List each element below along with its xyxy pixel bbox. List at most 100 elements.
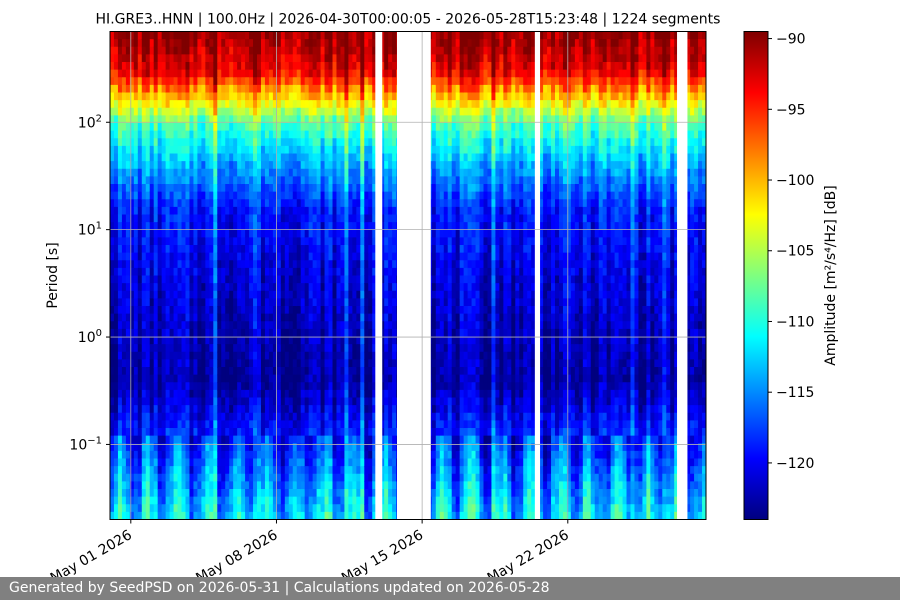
heatmap-cell — [209, 267, 214, 277]
heatmap-cell — [284, 100, 290, 109]
heatmap-cell — [241, 306, 246, 315]
heatmap-cell — [157, 504, 163, 513]
heatmap-cell — [185, 130, 191, 139]
heatmap-cell — [316, 229, 322, 238]
heatmap-cell — [372, 206, 377, 216]
heatmap-cell — [189, 367, 195, 376]
heatmap-cell — [217, 428, 222, 437]
heatmap-cell — [209, 359, 214, 368]
heatmap-cell — [221, 328, 226, 338]
heatmap-cell — [260, 321, 266, 330]
heatmap-cell — [253, 107, 258, 116]
heatmap-cell — [340, 267, 346, 277]
heatmap-cell — [165, 123, 171, 132]
heatmap-cell — [372, 496, 377, 505]
heatmap-cell — [292, 161, 298, 170]
heatmap-cell — [185, 443, 191, 452]
heatmap-cell — [169, 100, 175, 109]
heatmap-cell — [276, 443, 282, 452]
heatmap-cell — [296, 412, 302, 421]
heatmap-cell — [209, 336, 214, 345]
heatmap-cell — [225, 191, 230, 200]
heatmap-cell — [217, 31, 222, 40]
heatmap-cell — [304, 336, 310, 345]
heatmap-cell — [137, 435, 143, 444]
heatmap-cell — [185, 92, 191, 101]
heatmap-cell — [117, 306, 123, 315]
heatmap-cell — [260, 77, 266, 86]
heatmap-cell — [384, 84, 389, 94]
heatmap-cell — [288, 420, 294, 429]
heatmap-cell — [284, 267, 290, 277]
heatmap-cell — [237, 222, 242, 231]
heatmap-cell — [229, 450, 234, 460]
heatmap-cell — [392, 275, 397, 284]
heatmap-cell — [125, 77, 131, 86]
heatmap-cell — [225, 84, 230, 94]
heatmap-cell — [288, 130, 294, 139]
heatmap-cell — [260, 138, 266, 147]
heatmap-cell — [384, 359, 389, 368]
heatmap-cell — [221, 153, 226, 162]
heatmap-cell — [348, 168, 353, 177]
heatmap-cell — [153, 153, 159, 162]
heatmap-cell — [133, 168, 139, 177]
heatmap-cell — [268, 313, 274, 322]
heatmap-cell — [392, 367, 397, 376]
heatmap-cell — [141, 290, 147, 299]
heatmap-cell — [332, 382, 338, 391]
heatmap-cell — [161, 405, 167, 414]
heatmap-cell — [221, 39, 226, 48]
heatmap-cell — [336, 382, 342, 391]
heatmap-cell — [324, 69, 330, 78]
heatmap-cell — [149, 199, 155, 208]
heatmap-cell — [308, 206, 314, 216]
heatmap-cell — [149, 481, 155, 490]
heatmap-cell — [264, 107, 270, 116]
heatmap-cell — [264, 481, 270, 490]
heatmap-cell — [332, 46, 338, 55]
heatmap-cell — [113, 435, 119, 444]
heatmap-cell — [197, 298, 202, 307]
heatmap-cell — [340, 382, 346, 391]
heatmap-cell — [133, 92, 139, 101]
heatmap-cell — [125, 168, 131, 177]
heatmap-cell — [249, 283, 254, 292]
heatmap-cell — [221, 374, 226, 383]
heatmap-cell — [205, 267, 210, 277]
heatmap-cell — [225, 389, 230, 399]
heatmap-cell — [209, 123, 214, 132]
heatmap-cell — [264, 290, 270, 299]
heatmap-cell — [292, 123, 298, 132]
heatmap-cell — [189, 69, 195, 78]
heatmap-cell — [189, 336, 195, 345]
heatmap-cell — [388, 412, 393, 421]
heatmap-cell — [125, 62, 131, 71]
heatmap-cell — [344, 77, 349, 86]
heatmap-cell — [213, 412, 218, 421]
heatmap-cell — [209, 54, 214, 63]
heatmap-cell — [324, 130, 330, 139]
heatmap-cell — [165, 100, 171, 109]
heatmap-cell — [205, 130, 210, 139]
heatmap-cell — [229, 283, 234, 292]
heatmap-cell — [245, 496, 250, 505]
heatmap-cell — [392, 206, 397, 216]
heatmap-cell — [360, 481, 365, 490]
heatmap-cell — [344, 184, 349, 193]
heatmap-cell — [193, 382, 199, 391]
heatmap-cell — [133, 176, 139, 185]
heatmap-cell — [221, 84, 226, 94]
heatmap-cell — [296, 428, 302, 437]
heatmap-cell — [205, 176, 210, 185]
heatmap-cell — [153, 290, 159, 299]
heatmap-cell — [217, 252, 222, 261]
heatmap-cell — [161, 466, 167, 475]
heatmap-cell — [372, 252, 377, 261]
heatmap-cell — [384, 466, 389, 475]
heatmap-cell — [237, 77, 242, 86]
heatmap-cell — [380, 62, 385, 71]
heatmap-cell — [300, 298, 306, 307]
heatmap-cell — [113, 283, 119, 292]
heatmap-cell — [185, 252, 191, 261]
